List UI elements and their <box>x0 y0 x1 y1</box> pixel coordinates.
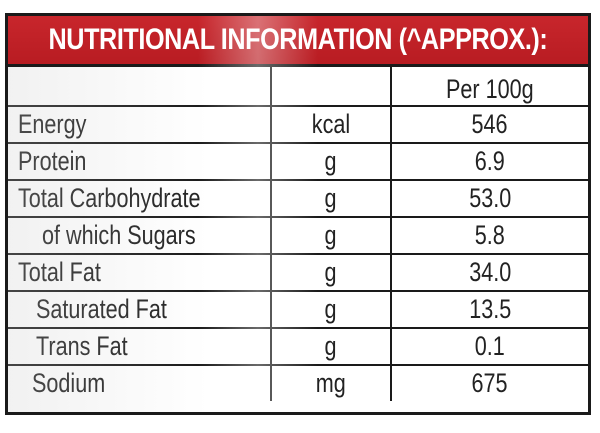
nutrition-label: NUTRITIONAL INFORMATION (^APPROX.): Per … <box>5 13 591 415</box>
nutrient-unit: mg <box>270 364 392 401</box>
nutrition-table: Per 100g Energy kcal 546 Protein g 6.9 Total… <box>8 67 588 401</box>
nutrient-name: Protein <box>8 142 272 181</box>
table-row: Energy kcal 546 <box>8 105 588 144</box>
table-row: Saturated Fat g 13.5 <box>8 290 588 329</box>
header-per-100g: Per 100g <box>390 67 588 107</box>
header-nutrient <box>8 67 272 107</box>
nutrient-value: 5.8 <box>390 216 588 255</box>
nutrient-name: of which Sugars <box>8 216 272 255</box>
nutrient-unit: g <box>270 142 392 181</box>
nutrient-value: 6.9 <box>390 142 588 181</box>
nutrient-unit: kcal <box>270 105 392 144</box>
table-row: Trans Fat g 0.1 <box>8 327 588 366</box>
nutrient-unit: g <box>270 290 392 329</box>
nutrition-title: NUTRITIONAL INFORMATION (^APPROX.): <box>48 23 548 56</box>
nutrition-header: NUTRITIONAL INFORMATION (^APPROX.): <box>8 16 588 67</box>
nutrient-value: 675 <box>390 364 588 401</box>
nutrient-value: 0.1 <box>390 327 588 366</box>
nutrient-name: Trans Fat <box>8 327 272 366</box>
table-row: Protein g 6.9 <box>8 142 588 181</box>
table-header-row: Per 100g <box>8 67 588 107</box>
nutrient-unit: g <box>270 216 392 255</box>
nutrient-unit: g <box>270 327 392 366</box>
nutrient-name: Total Carbohydrate <box>8 179 272 218</box>
nutrient-unit: g <box>270 179 392 218</box>
nutrient-name: Energy <box>8 105 272 144</box>
nutrient-value: 546 <box>390 105 588 144</box>
table-row: Total Fat g 34.0 <box>8 253 588 292</box>
table-row: of which Sugars g 5.8 <box>8 216 588 255</box>
table-row: Total Carbohydrate g 53.0 <box>8 179 588 218</box>
nutrient-name: Saturated Fat <box>8 290 272 329</box>
nutrient-name: Total Fat <box>8 253 272 292</box>
table-row: Sodium mg 675 <box>8 364 588 401</box>
nutrient-name: Sodium <box>8 364 272 401</box>
nutrient-unit: g <box>270 253 392 292</box>
nutrient-value: 13.5 <box>390 290 588 329</box>
header-unit <box>270 67 392 107</box>
nutrient-value: 34.0 <box>390 253 588 292</box>
nutrient-value: 53.0 <box>390 179 588 218</box>
